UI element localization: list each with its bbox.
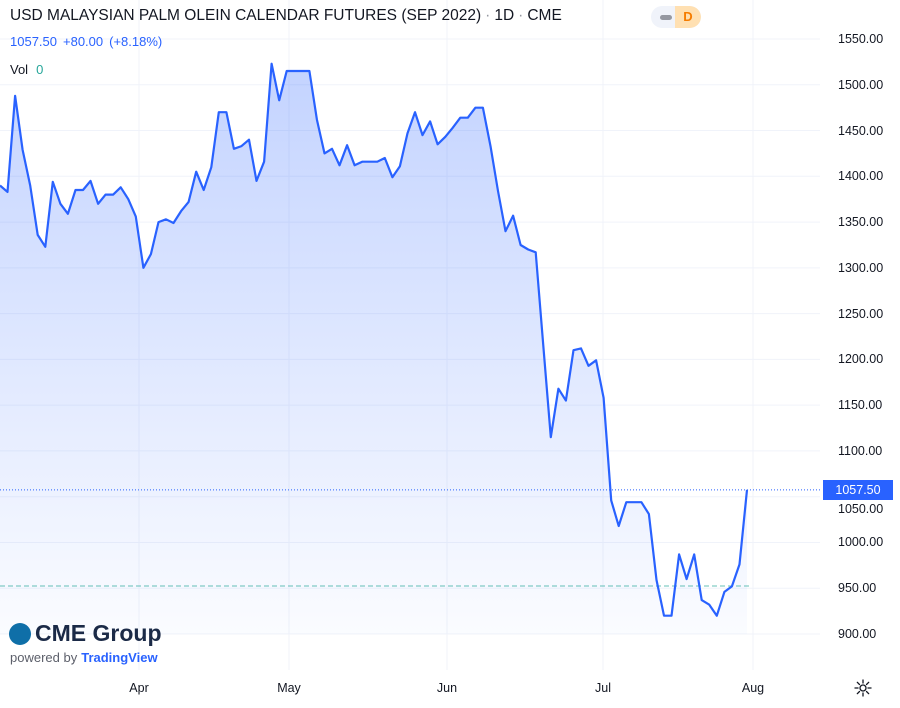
y-tick-label: 1200.00 <box>838 352 884 367</box>
y-tick-label: 1100.00 <box>838 443 883 458</box>
tradingview-link[interactable]: TradingView <box>81 650 158 665</box>
y-tick-label: 1450.00 <box>838 123 884 138</box>
y-tick-label: 1500.00 <box>838 77 884 92</box>
y-tick-label: 1400.00 <box>838 169 884 184</box>
separator: · <box>485 7 491 24</box>
x-tick-label: Apr <box>129 681 149 695</box>
quote: 1057.50 +80.00 (+8.18%) <box>10 34 168 49</box>
volume-label: Vol <box>10 62 29 77</box>
globe-icon <box>9 623 31 645</box>
y-tick-label: 1150.00 <box>838 398 883 413</box>
separator: · <box>518 7 524 24</box>
y-tick-label: 1050.00 <box>838 501 884 516</box>
powered-by-label: powered by <box>10 650 78 665</box>
x-tick-label: Jun <box>436 681 458 695</box>
x-tick-label: May <box>277 681 301 695</box>
price-change-pct: (+8.18%) <box>109 34 163 49</box>
powered-by[interactable]: powered by TradingView <box>10 650 158 665</box>
price-line <box>0 62 749 617</box>
x-tick-label: Aug <box>741 681 765 695</box>
gear-icon[interactable] <box>853 678 873 698</box>
price-area-fill <box>0 63 747 634</box>
chart-title: USD MALAYSIAN PALM OLEIN CALENDAR FUTURE… <box>10 7 562 25</box>
logo-text: CME Group <box>35 620 162 646</box>
interval[interactable]: 1D <box>494 7 515 24</box>
last-price: 1057.50 <box>10 34 57 49</box>
y-tick-label: 900.00 <box>838 627 877 641</box>
y-tick-label: 950.00 <box>838 581 877 596</box>
volume-legend: Vol 0 <box>10 62 43 77</box>
last-price-tag: 1057.50 <box>823 479 893 500</box>
y-tick-label: 1550.00 <box>838 32 884 46</box>
delayed-badge: D <box>675 6 701 28</box>
price-change: +80.00 <box>63 34 104 49</box>
y-tick-label: 1300.00 <box>838 260 884 275</box>
symbol-title: USD MALAYSIAN PALM OLEIN CALENDAR FUTURE… <box>10 7 482 24</box>
x-tick-label: Jul <box>595 681 611 695</box>
market-status-badge[interactable]: D <box>651 6 701 28</box>
exchange: CME <box>527 7 562 24</box>
volume-value: 0 <box>36 62 44 77</box>
y-tick-label: 1000.00 <box>838 535 884 550</box>
y-tick-label: 1350.00 <box>838 215 884 230</box>
y-tick-label: 1250.00 <box>838 306 884 321</box>
minus-pill-icon <box>660 15 672 20</box>
